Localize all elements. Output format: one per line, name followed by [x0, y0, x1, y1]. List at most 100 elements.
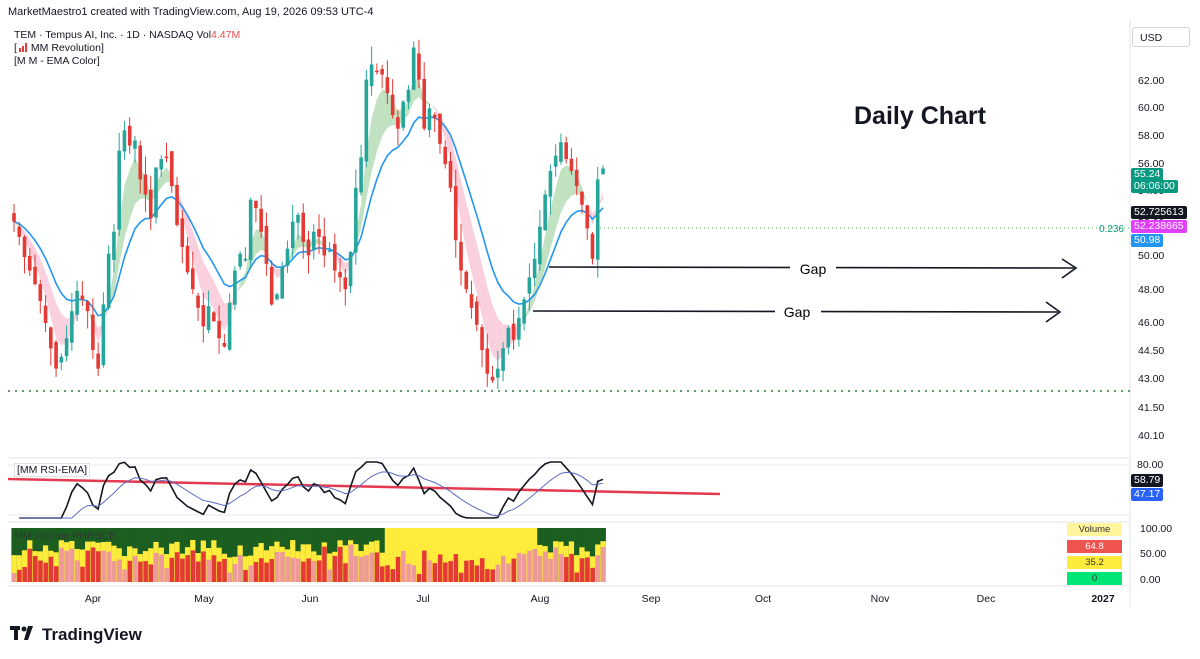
- candle[interactable]: [91, 298, 95, 359]
- volume-bar[interactable]: [216, 528, 223, 582]
- volume-bar[interactable]: [542, 528, 549, 582]
- candle[interactable]: [70, 292, 74, 351]
- volume-bar[interactable]: [116, 528, 123, 582]
- volume-bar[interactable]: [495, 528, 501, 582]
- volume-bar[interactable]: [484, 528, 491, 582]
- volume-bar[interactable]: [489, 528, 496, 582]
- candle[interactable]: [580, 191, 584, 214]
- candle[interactable]: [154, 167, 158, 224]
- volume-bar[interactable]: [405, 528, 412, 582]
- candle[interactable]: [406, 85, 411, 110]
- candle[interactable]: [464, 270, 469, 294]
- rsi-pane[interactable]: [7, 461, 1130, 519]
- volume-bar[interactable]: [337, 528, 343, 582]
- volume-bar[interactable]: [595, 528, 601, 582]
- volume-bar[interactable]: [411, 528, 417, 582]
- volume-bar[interactable]: [568, 528, 575, 582]
- volume-bar[interactable]: [305, 528, 312, 582]
- volume-bar[interactable]: [274, 528, 280, 582]
- volume-bar[interactable]: [169, 528, 175, 582]
- volume-bar[interactable]: [453, 528, 459, 582]
- candle[interactable]: [238, 251, 242, 270]
- volume-bar[interactable]: [295, 528, 301, 582]
- candle[interactable]: [354, 169, 358, 265]
- volume-bar[interactable]: [437, 528, 443, 582]
- candle[interactable]: [212, 310, 216, 322]
- candle[interactable]: [311, 224, 316, 260]
- candle[interactable]: [133, 136, 137, 163]
- volume-bar[interactable]: [79, 528, 86, 582]
- candle[interactable]: [264, 212, 269, 276]
- volume-bar[interactable]: [390, 528, 396, 582]
- volume-bar[interactable]: [237, 528, 244, 582]
- volume-bar[interactable]: [195, 528, 201, 582]
- volume-bar[interactable]: [368, 528, 375, 582]
- candle[interactable]: [233, 266, 237, 311]
- candle[interactable]: [327, 242, 332, 253]
- volume-bar[interactable]: [416, 528, 422, 582]
- indicator-legend-1[interactable]: [MM Revolution]: [14, 42, 104, 54]
- volume-bar[interactable]: [200, 528, 207, 582]
- candle[interactable]: [343, 269, 348, 306]
- volume-bar[interactable]: [42, 528, 49, 582]
- candle[interactable]: [275, 292, 279, 301]
- candle[interactable]: [196, 292, 200, 321]
- candle[interactable]: [185, 237, 190, 275]
- volume-bar[interactable]: [153, 528, 159, 582]
- candle[interactable]: [590, 232, 595, 265]
- candle[interactable]: [517, 306, 521, 347]
- volume-bar[interactable]: [184, 528, 191, 582]
- candle[interactable]: [280, 261, 285, 300]
- volume-bar[interactable]: [232, 528, 238, 582]
- volume-bar[interactable]: [521, 528, 528, 582]
- volume-bar[interactable]: [332, 528, 338, 582]
- volume-bar[interactable]: [226, 528, 233, 582]
- volume-bar[interactable]: [100, 528, 107, 582]
- candle[interactable]: [117, 132, 121, 236]
- candle[interactable]: [64, 325, 69, 362]
- volume-bar[interactable]: [311, 528, 317, 582]
- candle[interactable]: [85, 299, 90, 329]
- volume-bar[interactable]: [342, 528, 349, 582]
- candle[interactable]: [49, 326, 53, 366]
- candle[interactable]: [422, 62, 426, 131]
- candle[interactable]: [180, 209, 185, 264]
- indicator-legend-2[interactable]: [M M - EMA Color]: [14, 55, 240, 68]
- volume-bar[interactable]: [253, 528, 259, 582]
- candle[interactable]: [511, 309, 516, 350]
- candle[interactable]: [12, 204, 16, 233]
- candle[interactable]: [27, 248, 32, 276]
- candle[interactable]: [248, 197, 253, 269]
- volume-bar[interactable]: [426, 528, 433, 582]
- volume-bar[interactable]: [27, 528, 33, 582]
- symbol-legend-line[interactable]: TEM · Tempus AI, Inc. · 1D · NASDAQ Vol4…: [14, 29, 240, 42]
- candle[interactable]: [54, 339, 58, 377]
- candle[interactable]: [359, 144, 363, 196]
- candle[interactable]: [417, 39, 421, 89]
- volume-bar[interactable]: [374, 528, 380, 582]
- volume-bar[interactable]: [363, 528, 370, 582]
- volume-bar[interactable]: [32, 528, 38, 582]
- candle[interactable]: [159, 155, 164, 177]
- candle[interactable]: [285, 240, 290, 273]
- candle[interactable]: [485, 333, 490, 387]
- candle[interactable]: [396, 109, 400, 146]
- volume-bar[interactable]: [558, 528, 564, 582]
- candle[interactable]: [259, 195, 263, 239]
- volume-bar[interactable]: [269, 528, 275, 582]
- volume-bar[interactable]: [526, 528, 533, 582]
- candle[interactable]: [380, 64, 384, 89]
- candle[interactable]: [138, 140, 143, 194]
- candle[interactable]: [96, 342, 100, 377]
- volume-bar[interactable]: [395, 528, 401, 582]
- candle[interactable]: [375, 63, 379, 75]
- volume-bar[interactable]: [69, 528, 75, 582]
- volume-legend[interactable]: MM Volume PHRSCE: [14, 530, 117, 542]
- volume-bar[interactable]: [300, 528, 307, 582]
- volume-bar[interactable]: [584, 528, 591, 582]
- candle[interactable]: [290, 204, 295, 258]
- volume-bar[interactable]: [142, 528, 149, 582]
- volume-bar[interactable]: [547, 528, 554, 582]
- candle[interactable]: [106, 245, 111, 310]
- time-axis[interactable]: Apr May Jun Jul Aug Sep Oct Nov Dec 2027: [85, 593, 1115, 605]
